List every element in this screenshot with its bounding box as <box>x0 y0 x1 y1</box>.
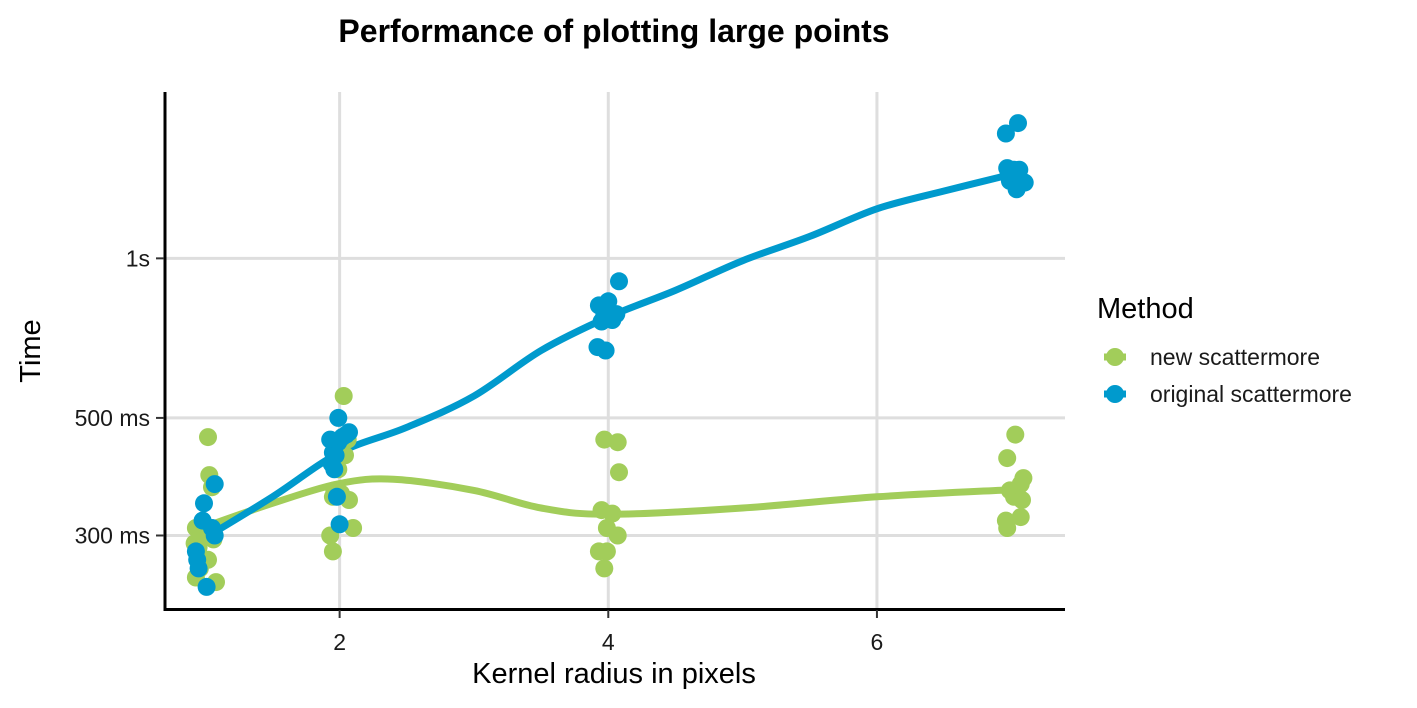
data-point <box>603 504 622 523</box>
data-point <box>998 519 1017 537</box>
legend-items: new scattermore original scattermore <box>1104 344 1352 407</box>
data-points <box>185 114 1034 596</box>
data-point <box>1009 114 1027 133</box>
x-tick-label: 2 <box>333 629 346 655</box>
data-point <box>334 387 353 405</box>
data-point <box>1013 491 1031 509</box>
y-tick-label: 300 ms <box>75 523 150 549</box>
y-tick-label: 500 ms <box>75 405 150 431</box>
data-point <box>330 515 349 534</box>
legend-key-point <box>1106 385 1124 403</box>
data-point <box>610 272 628 291</box>
x-ticks: 2 4 6 <box>333 610 883 655</box>
chart-title: Performance of plotting large points <box>338 13 889 49</box>
x-axis-title: Kernel radius in pixels <box>472 658 756 690</box>
data-point <box>998 449 1017 468</box>
data-point <box>189 559 208 578</box>
data-point <box>596 341 615 360</box>
data-point <box>610 463 628 482</box>
series-original-scattermore <box>186 114 1034 596</box>
data-point <box>996 124 1015 143</box>
legend: Method new scattermore original scattermo… <box>1097 293 1352 407</box>
legend-key-point <box>1106 348 1124 366</box>
data-point <box>1006 425 1025 444</box>
y-ticks: 300 ms 500 ms 1s <box>75 245 164 549</box>
x-tick-label: 4 <box>602 629 615 655</box>
grid <box>165 92 1065 609</box>
data-point <box>205 475 224 494</box>
legend-label: original scattermore <box>1150 381 1352 407</box>
data-point <box>608 526 627 545</box>
data-point <box>329 408 348 427</box>
y-tick-label: 1s <box>126 245 150 271</box>
data-point <box>597 542 616 561</box>
trend-line-new-scattermore <box>197 475 1015 532</box>
x-tick-label: 6 <box>871 629 884 655</box>
data-point <box>592 312 611 331</box>
data-point <box>323 542 342 561</box>
data-point <box>327 487 346 506</box>
data-point <box>608 433 627 452</box>
data-point <box>1011 508 1030 527</box>
data-point <box>199 428 217 447</box>
data-point <box>197 577 216 596</box>
y-axis-title: Time <box>15 319 47 382</box>
data-point <box>344 519 363 537</box>
data-point <box>595 430 614 449</box>
data-point <box>195 494 213 513</box>
data-point <box>595 559 614 578</box>
data-point <box>1007 180 1026 199</box>
data-point <box>325 460 344 479</box>
legend-label: new scattermore <box>1150 344 1320 370</box>
legend-item-new-scattermore: new scattermore <box>1104 344 1320 370</box>
legend-title: Method <box>1097 293 1194 325</box>
data-point <box>205 526 224 545</box>
legend-item-original-scattermore: original scattermore <box>1104 381 1352 407</box>
